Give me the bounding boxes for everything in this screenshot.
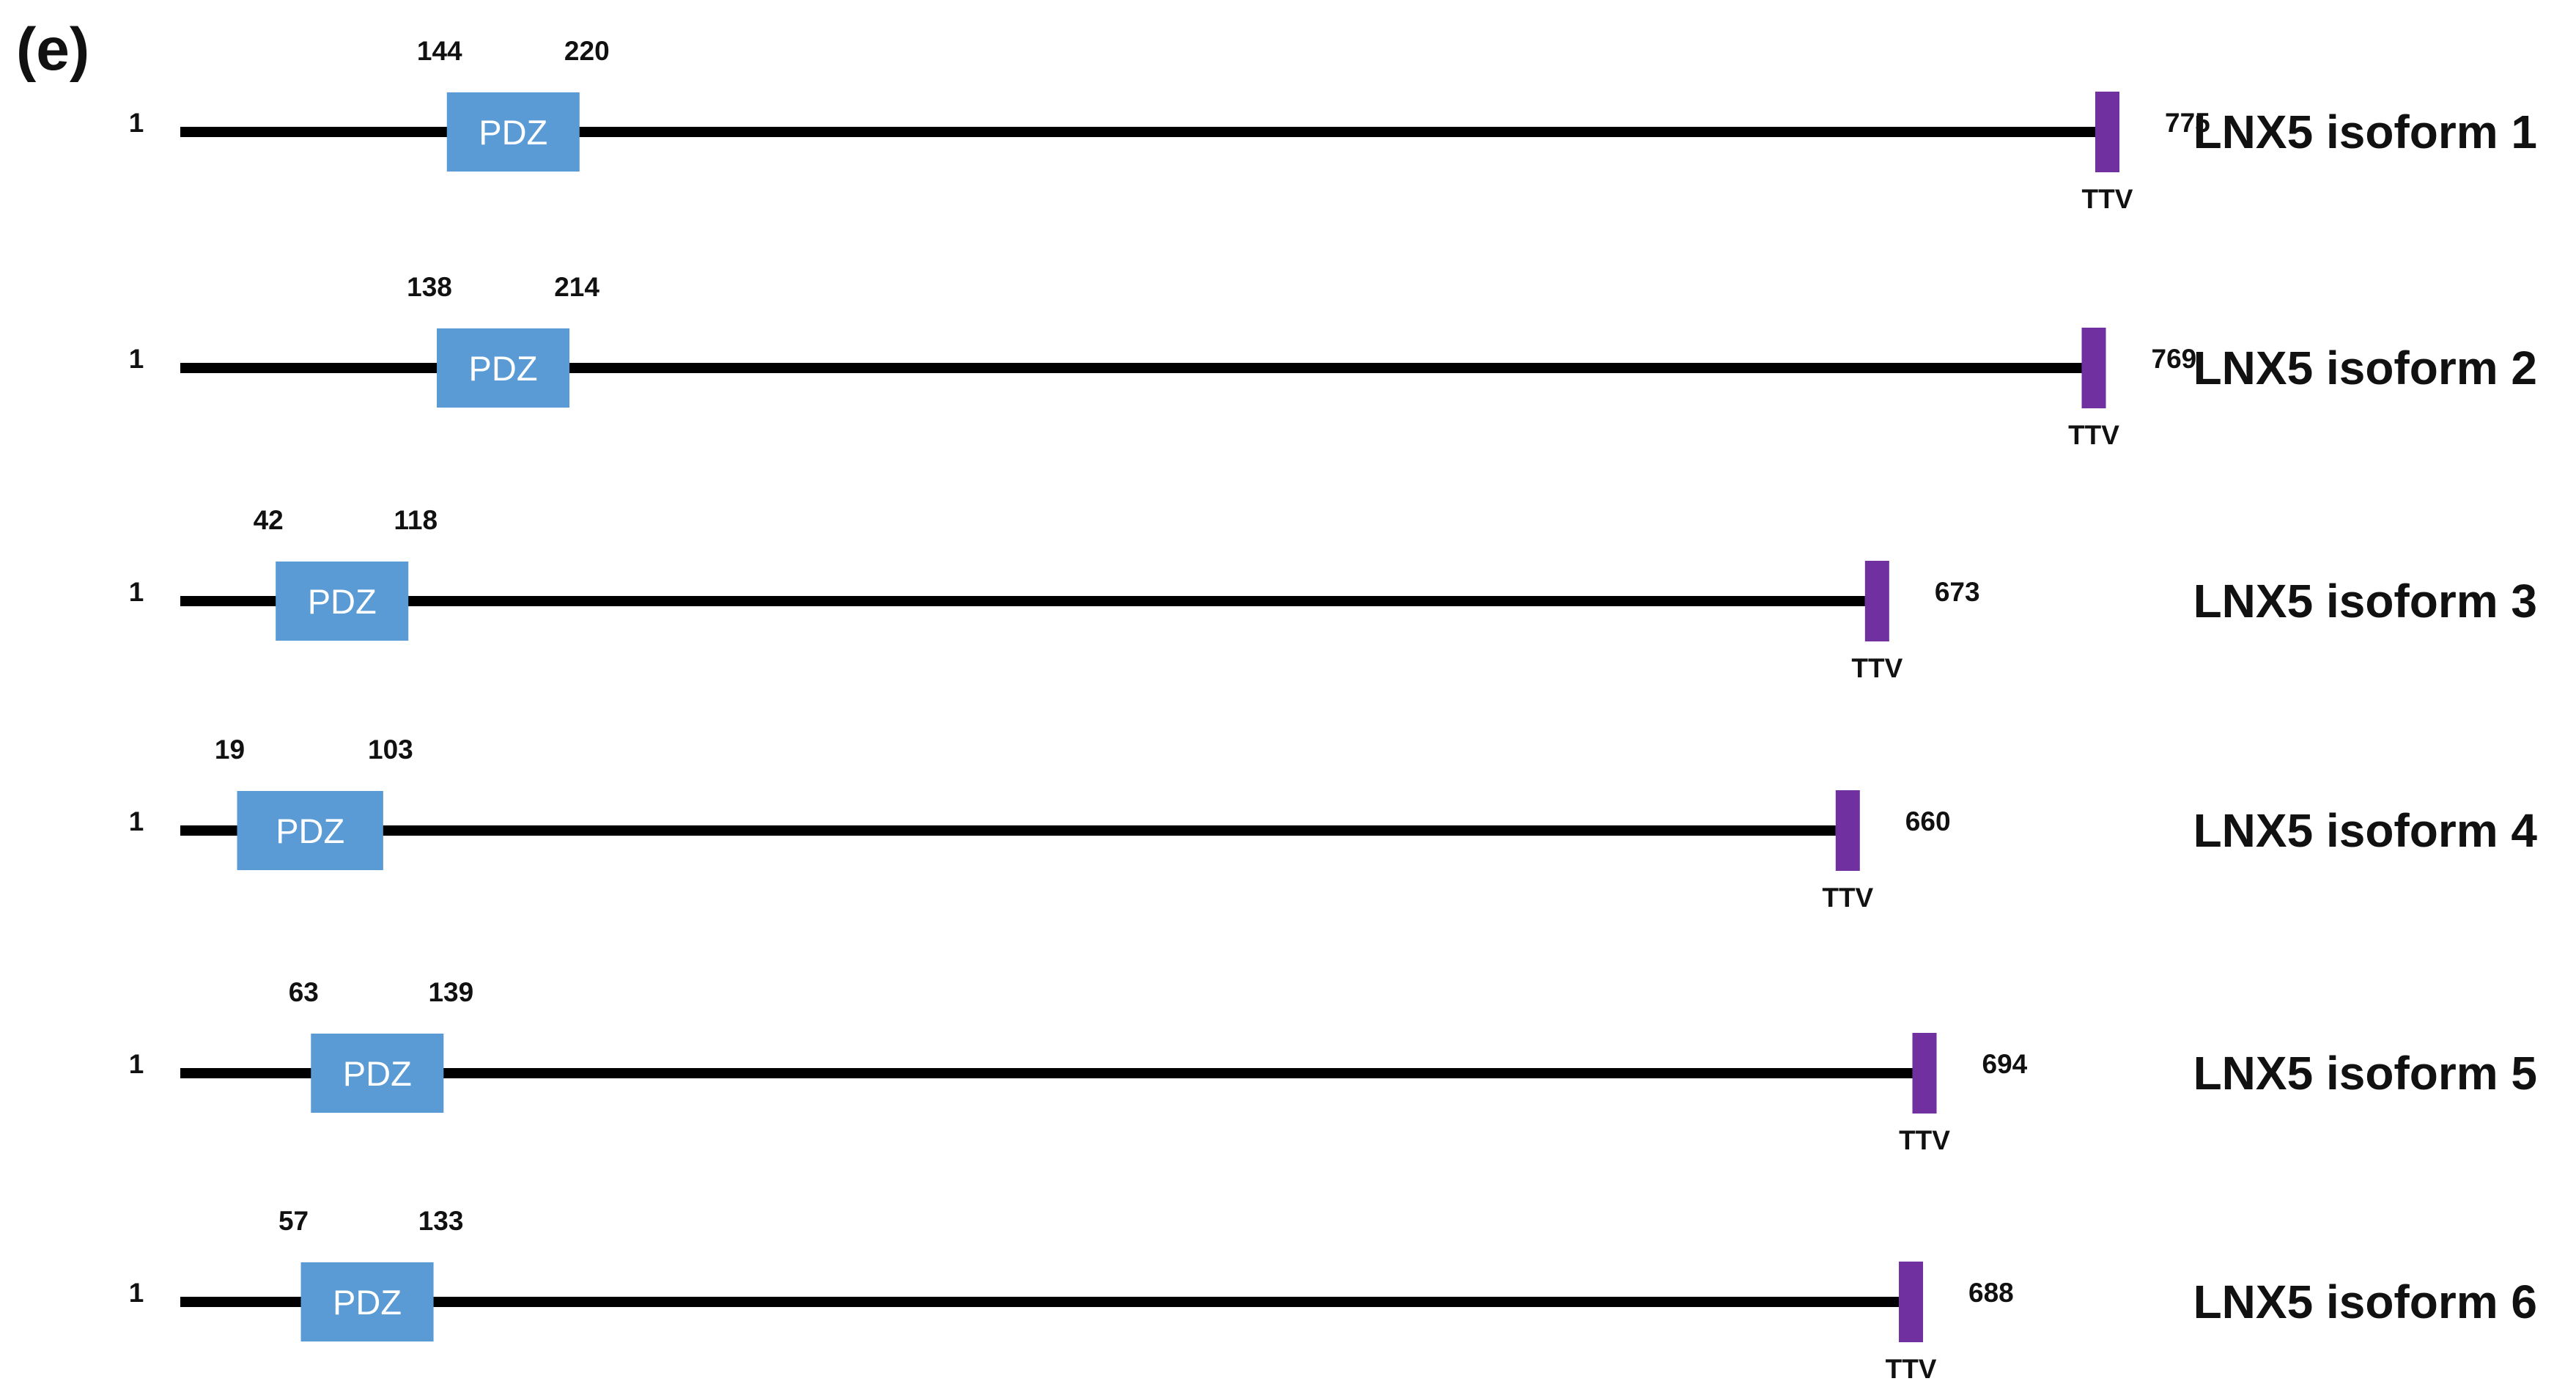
ttv-motif-bar (1912, 1033, 1937, 1114)
isoform-row: 1 PDZ 57 133 TTV 688 LNX5 isoform 6 (129, 1206, 2537, 1384)
end-position-label: 694 (1982, 1049, 2028, 1079)
end-position-label: 688 (1968, 1278, 2014, 1308)
protein-backbone (180, 1297, 1900, 1307)
isoform-name: LNX5 isoform 4 (2193, 804, 2538, 857)
domain-end-label: 103 (368, 735, 413, 765)
domain-start-label: 138 (407, 272, 452, 302)
domain-start-label: 19 (215, 735, 245, 765)
ttv-motif-label: TTV (1899, 1125, 1950, 1155)
ttv-motif-label: TTV (2068, 420, 2119, 450)
ttv-motif-bar (2081, 328, 2106, 408)
end-position-label: 673 (1935, 577, 1980, 607)
ttv-motif-label: TTV (2082, 184, 2133, 214)
domain-start-label: 57 (278, 1206, 309, 1236)
ttv-motif-bar (2095, 92, 2119, 172)
end-position-label: 775 (2165, 108, 2210, 138)
pdz-domain-label: PDZ (479, 113, 547, 152)
ttv-motif-bar (1864, 561, 1889, 641)
domain-end-label: 139 (428, 977, 473, 1007)
domain-start-label: 144 (417, 36, 462, 66)
domain-end-label: 220 (564, 36, 610, 66)
protein-backbone (180, 1068, 1913, 1078)
isoform-name: LNX5 isoform 2 (2193, 342, 2537, 394)
domain-end-label: 214 (554, 272, 599, 302)
isoform-name: LNX5 isoform 3 (2193, 575, 2537, 627)
pdz-domain-label: PDZ (276, 811, 344, 850)
ttv-motif-bar (1899, 1262, 1924, 1342)
ttv-motif-bar (1835, 790, 1860, 871)
pdz-domain-box (276, 562, 409, 641)
ttv-motif-label: TTV (1886, 1354, 1937, 1384)
start-position-label: 1 (129, 1049, 144, 1079)
start-position-label: 1 (129, 1278, 144, 1308)
pdz-domain-box (437, 328, 570, 408)
pdz-domain-label: PDZ (343, 1054, 412, 1093)
protein-backbone (180, 363, 2082, 373)
pdz-domain-box (311, 1034, 444, 1113)
panel-label: (e) (16, 16, 89, 83)
start-position-label: 1 (129, 344, 144, 374)
pdz-domain-box (237, 791, 383, 870)
start-position-label: 1 (129, 806, 144, 836)
pdz-domain-label: PDZ (333, 1283, 402, 1322)
ttv-motif-label: TTV (1822, 883, 1873, 913)
isoform-name: LNX5 isoform 6 (2193, 1276, 2537, 1328)
protein-backbone (180, 127, 2095, 137)
pdz-domain-box (300, 1262, 434, 1341)
ttv-motif-label: TTV (1851, 653, 1903, 683)
pdz-domain-box (446, 92, 580, 172)
pdz-domain-label: PDZ (308, 582, 377, 621)
isoform-row: 1 PDZ 19 103 TTV 660 LNX5 isoform 4 (129, 735, 2538, 913)
isoform-row: 1 PDZ 63 139 TTV 694 LNX5 isoform 5 (129, 977, 2537, 1155)
end-position-label: 660 (1905, 806, 1951, 836)
pdz-domain-label: PDZ (469, 349, 538, 388)
protein-backbone (180, 825, 1836, 836)
isoform-row: 1 PDZ 42 118 TTV 673 LNX5 isoform 3 (129, 505, 2537, 683)
isoform-name: LNX5 isoform 1 (2193, 106, 2537, 158)
domain-start-label: 63 (289, 977, 319, 1007)
isoform-name: LNX5 isoform 5 (2193, 1047, 2537, 1100)
domain-end-label: 133 (418, 1206, 464, 1236)
start-position-label: 1 (129, 577, 144, 607)
end-position-label: 769 (2152, 344, 2197, 374)
protein-backbone (180, 596, 1865, 606)
domain-end-label: 118 (394, 505, 438, 535)
start-position-label: 1 (129, 108, 144, 138)
domain-start-label: 42 (254, 505, 284, 535)
